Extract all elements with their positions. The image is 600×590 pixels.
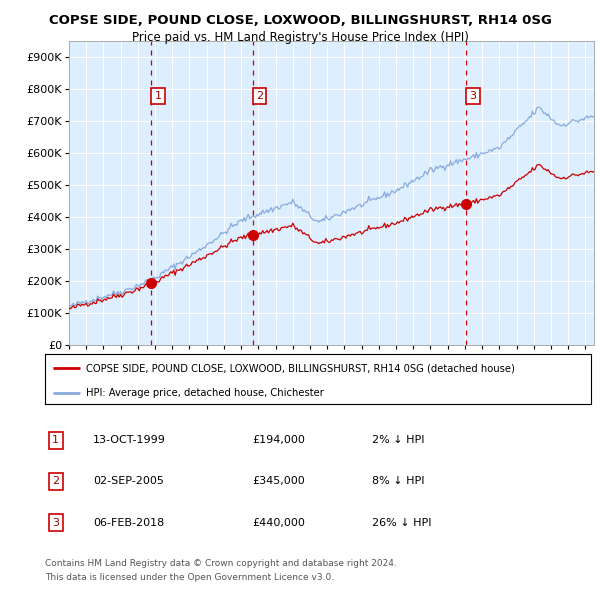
Text: 2% ↓ HPI: 2% ↓ HPI [372,435,425,445]
Text: 3: 3 [470,91,476,101]
Text: HPI: Average price, detached house, Chichester: HPI: Average price, detached house, Chic… [86,388,324,398]
Text: 2: 2 [256,91,263,101]
Text: COPSE SIDE, POUND CLOSE, LOXWOOD, BILLINGSHURST, RH14 0SG: COPSE SIDE, POUND CLOSE, LOXWOOD, BILLIN… [49,14,551,27]
Text: £194,000: £194,000 [252,435,305,445]
Text: 8% ↓ HPI: 8% ↓ HPI [372,477,425,486]
Text: 1: 1 [52,435,59,445]
Text: 06-FEB-2018: 06-FEB-2018 [93,518,164,527]
Text: COPSE SIDE, POUND CLOSE, LOXWOOD, BILLINGSHURST, RH14 0SG (detached house): COPSE SIDE, POUND CLOSE, LOXWOOD, BILLIN… [86,363,515,373]
Text: 1: 1 [155,91,161,101]
Text: 13-OCT-1999: 13-OCT-1999 [93,435,166,445]
Text: Price paid vs. HM Land Registry's House Price Index (HPI): Price paid vs. HM Land Registry's House … [131,31,469,44]
Text: Contains HM Land Registry data © Crown copyright and database right 2024.: Contains HM Land Registry data © Crown c… [45,559,397,568]
Text: £440,000: £440,000 [252,518,305,527]
Text: £345,000: £345,000 [252,477,305,486]
Text: 26% ↓ HPI: 26% ↓ HPI [372,518,431,527]
Text: 2: 2 [52,477,59,486]
Text: 02-SEP-2005: 02-SEP-2005 [93,477,164,486]
Text: This data is licensed under the Open Government Licence v3.0.: This data is licensed under the Open Gov… [45,573,334,582]
Text: 3: 3 [52,518,59,527]
